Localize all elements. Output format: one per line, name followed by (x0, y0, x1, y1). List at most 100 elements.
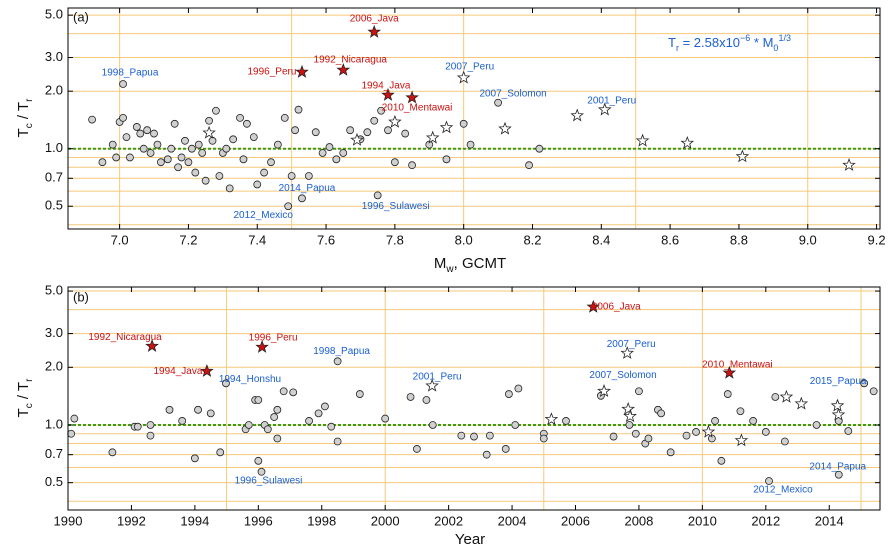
circle-point (631, 429, 640, 438)
star-point (425, 378, 439, 392)
circle-point (305, 417, 313, 425)
formula-part: T (668, 35, 676, 50)
circle-point (289, 388, 298, 397)
circle-point (273, 140, 282, 149)
circle-point (243, 119, 251, 128)
formula-part: r (676, 43, 679, 53)
circle-point (170, 119, 179, 128)
star-point (405, 90, 419, 104)
point-label: 1992_Nicaragua (314, 55, 388, 66)
star-point (623, 409, 637, 423)
y-tick-label: 1.0 (45, 140, 63, 155)
circle-point (205, 116, 213, 125)
circle-point (406, 393, 415, 401)
star-point (145, 338, 159, 352)
circle-point (267, 158, 275, 167)
x-title-part: M (434, 255, 447, 272)
y-title-part: T (15, 128, 32, 137)
circle-point (191, 168, 200, 177)
y-tick-label: 0.7 (45, 446, 63, 461)
circle-point (780, 437, 789, 446)
circle-point (167, 144, 176, 153)
circle-point (263, 425, 272, 434)
circle-point (332, 155, 341, 164)
circle-point (70, 414, 79, 423)
circle-point (333, 357, 342, 366)
plot-area (68, 287, 880, 510)
point-label: 2007_Peru (445, 61, 494, 72)
star-point (570, 108, 584, 122)
circle-point (355, 390, 364, 398)
star-point (456, 70, 471, 84)
star-point (425, 130, 440, 144)
circle-point (711, 417, 719, 425)
circle-point (304, 172, 313, 180)
circle-point (67, 429, 76, 438)
circle-point (122, 133, 131, 142)
x-tick-label: 7.0 (111, 232, 129, 247)
x-tick-label: 7.4 (248, 232, 266, 247)
circle-point (254, 456, 263, 465)
star-point (350, 132, 364, 146)
x-tick-label: 7.2 (179, 232, 197, 247)
circle-point (270, 413, 279, 421)
x-tick-label: 2006 (561, 513, 590, 528)
y-axis-title: Tc / Tr (15, 378, 35, 418)
y-title-part: / T (15, 102, 32, 123)
x-tick-label: 1998 (307, 513, 336, 528)
formula-part: 0 (773, 43, 778, 53)
star-point (381, 87, 395, 101)
y-title-part: c (24, 123, 35, 128)
star-point (794, 396, 809, 410)
circle-point (511, 421, 520, 429)
y-tick-label: 3.0 (45, 49, 63, 64)
circle-point (333, 437, 342, 446)
circle-point (860, 379, 869, 388)
point-label: 2007_Solomon (479, 88, 546, 99)
circle-point (470, 432, 478, 441)
circle-point (146, 149, 155, 157)
plot-area (68, 8, 880, 229)
star-point (367, 24, 381, 38)
point-label: 1998_Papua (102, 68, 159, 79)
formula-part: = 2.58x10 (679, 35, 740, 50)
circle-point (253, 180, 262, 189)
star-point (295, 64, 309, 78)
x-tick-label: 8.0 (455, 232, 473, 247)
point-label: 1996_Sulawesi (235, 475, 303, 486)
star-point (498, 121, 512, 135)
star-point (635, 133, 650, 147)
circle-point (625, 421, 634, 429)
circle-point (370, 116, 379, 125)
point-label: 2014_Papua (809, 461, 866, 472)
plot-frame (67, 286, 881, 511)
x-tick-label: 7.6 (317, 232, 335, 247)
circle-point (215, 172, 224, 180)
circle-point (201, 176, 210, 185)
circle-point (442, 155, 451, 164)
plot-frame (67, 7, 881, 230)
circle-point (146, 431, 155, 440)
star-point (620, 346, 634, 359)
y-tick-label: 1.0 (45, 416, 63, 431)
star-point (621, 401, 636, 415)
x-tick-label: 2002 (434, 513, 463, 528)
circle-point (133, 422, 142, 431)
star-point (734, 433, 749, 447)
circle-point (208, 136, 217, 145)
circle-point (298, 194, 306, 203)
y-title-part: / T (15, 382, 32, 403)
star-point (830, 398, 845, 412)
x-tick-label: 8.2 (523, 232, 541, 247)
circle-point (504, 390, 513, 398)
circle-point (609, 432, 618, 441)
circle-point (657, 409, 666, 418)
formula-part: * M (750, 35, 773, 50)
panel-label: (a) (73, 9, 89, 24)
circle-point (321, 402, 329, 411)
circle-point (485, 431, 494, 440)
circle-point (206, 409, 215, 418)
circle-point (198, 149, 207, 157)
circle-point (466, 140, 475, 149)
x-tick-label: 8.8 (730, 232, 748, 247)
